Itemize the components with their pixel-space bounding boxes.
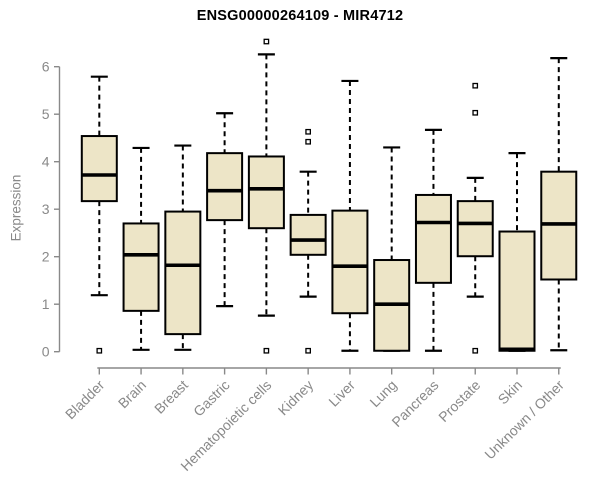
y-axis: 0 1 2 3 4 5 6 xyxy=(42,59,61,360)
y-tick-label: 5 xyxy=(42,106,50,122)
outlier-point xyxy=(96,347,103,354)
outlier-point xyxy=(305,347,312,354)
box-rect xyxy=(164,210,202,336)
y-tick-label: 0 xyxy=(42,344,50,360)
box-rect xyxy=(498,230,536,352)
outlier-point xyxy=(472,82,479,89)
x-tick-label: Liver xyxy=(325,377,358,410)
y-tick-label: 1 xyxy=(42,296,50,312)
x-tick-label: Unknown / Other xyxy=(481,377,567,463)
box-gastric xyxy=(206,112,244,308)
outlier-point xyxy=(305,138,312,145)
x-tick-label: Breast xyxy=(151,377,191,417)
chart-title: ENSG00000264109 - MIR4712 xyxy=(196,8,404,24)
box-hematopoietic-cells xyxy=(247,38,285,354)
box-rect xyxy=(206,152,244,222)
x-tick-label: Prostate xyxy=(435,377,483,425)
y-tick-label: 3 xyxy=(42,201,50,217)
box-bladder xyxy=(80,75,118,354)
box-rect xyxy=(456,200,494,258)
outlier-point xyxy=(263,38,270,45)
outlier-point xyxy=(472,109,479,116)
box-pancreas xyxy=(414,128,452,352)
x-tick-label: Bladder xyxy=(62,377,108,423)
outlier-point xyxy=(472,347,479,354)
box-brain xyxy=(122,146,160,351)
x-tick-label: Lung xyxy=(366,377,399,410)
box-rect xyxy=(247,155,285,230)
y-tick-label: 6 xyxy=(42,59,50,75)
box-lung xyxy=(373,146,411,352)
outlier-point xyxy=(263,347,270,354)
box-rect xyxy=(331,209,369,315)
x-tick-label: Skin xyxy=(495,377,526,408)
box-rect xyxy=(80,135,118,203)
box-liver xyxy=(331,79,369,352)
box-rect xyxy=(414,193,452,284)
x-tick-label: Brain xyxy=(115,377,149,411)
box-kidney xyxy=(289,128,327,354)
box-rect xyxy=(122,222,160,312)
box-prostate xyxy=(456,82,494,354)
box-unknown-other xyxy=(540,57,578,352)
outlier-point xyxy=(305,128,312,135)
x-tick-label: Kidney xyxy=(275,377,317,419)
y-tick-label: 2 xyxy=(42,249,50,265)
box-breast xyxy=(164,144,202,351)
y-tick-label: 4 xyxy=(42,154,50,170)
box-skin xyxy=(498,152,536,352)
box-rect xyxy=(289,213,327,256)
